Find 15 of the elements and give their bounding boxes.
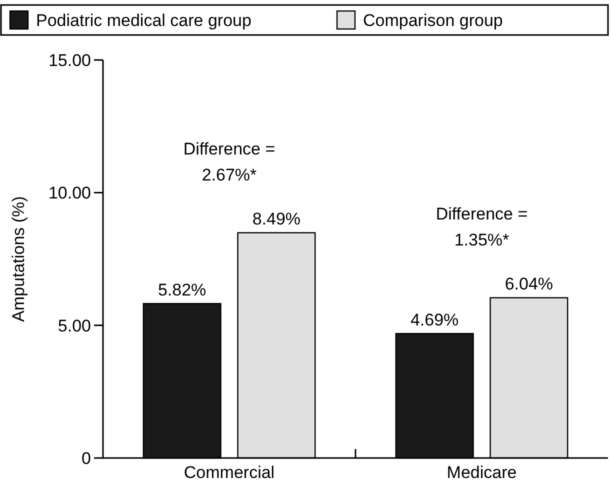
data-label: 4.69%: [410, 310, 459, 330]
y-axis-title: Amputations (%): [9, 196, 28, 322]
y-tick-label: 10.00: [48, 184, 91, 203]
legend-label: Comparison group: [363, 11, 503, 30]
data-label: 8.49%: [252, 210, 301, 229]
y-tick-label: 15.00: [48, 50, 91, 70]
y-tick-label: 0: [82, 448, 91, 468]
annotation: Difference = 2.67%*: [183, 140, 276, 185]
legend-label: Podiatric medical care group: [36, 11, 252, 30]
data-label: 6.04%: [504, 274, 554, 294]
annotation: Difference = 1.35%*: [436, 204, 528, 250]
y-tick-label: 5.00: [58, 316, 91, 336]
data-label: 5.82%: [158, 280, 206, 300]
x-tick-label: Commercial: [184, 463, 275, 482]
x-tick-label: Medicare: [446, 463, 517, 482]
